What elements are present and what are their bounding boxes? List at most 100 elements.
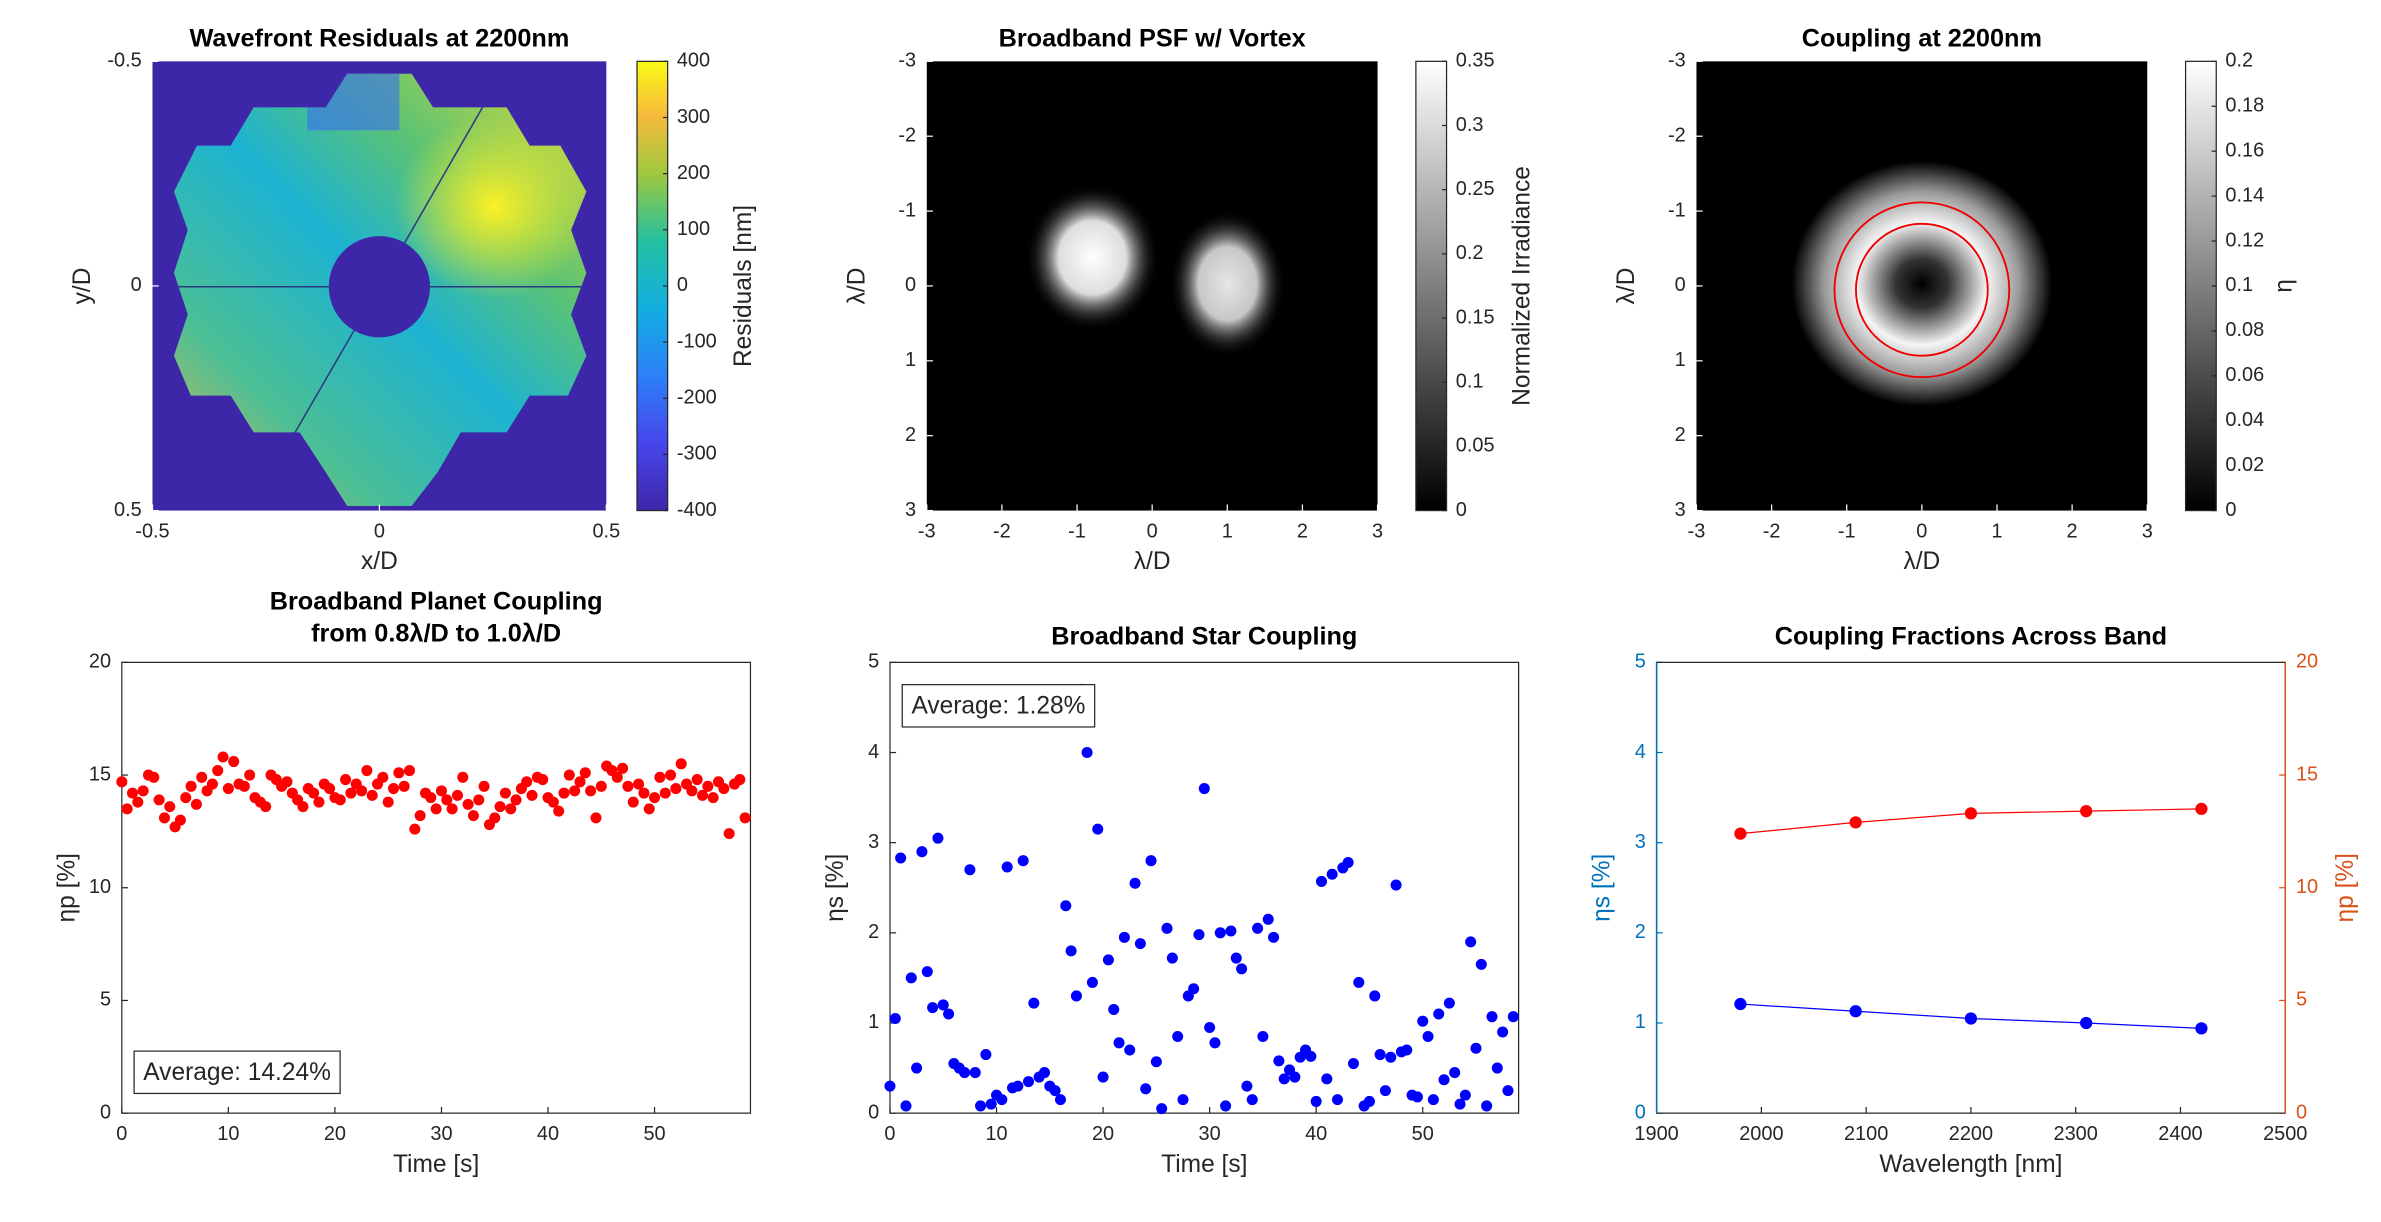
scatter-point [569,785,581,797]
scatter-point [718,783,730,795]
scatter-point [467,810,479,822]
x-tick-label: 40 [537,1123,559,1145]
scatter-point [244,769,256,781]
scatter-point [1401,1044,1413,1056]
axes-frame [889,661,1520,1114]
y-tick-label: 1 [1675,349,1686,371]
x-tick-label: 3 [2142,520,2153,542]
x-tick-label: 2100 [1844,1123,1888,1145]
x-tick-label: 2 [1297,520,1308,542]
series-marker [2080,804,2093,818]
y-axis-label: λ/D [843,268,870,305]
scatter-point [1161,922,1173,934]
y-tick-label: 0 [905,274,916,296]
x-tick-label: 2500 [2263,1123,2307,1145]
scatter-point [585,785,597,797]
series-marker [1849,1005,1862,1018]
scatter-point [430,803,442,815]
scatter-point [739,812,751,824]
scatter-point [1443,997,1455,1009]
scatter-point [1124,1044,1136,1056]
scatter-point [366,789,378,801]
colorbar-tick-label: -200 [677,387,717,409]
scatter-point [884,1080,896,1092]
scatter-point [675,758,687,770]
scatter-point [1070,990,1082,1002]
scatter-point [206,778,218,790]
scatter-point [1246,1094,1258,1106]
scatter-point [579,767,591,779]
x-axis-label: λ/D [1903,548,1940,575]
colorbar-tick-label: 0.05 [1456,435,1495,457]
scatter-point [905,972,917,984]
colorbar-tick-label: 0.06 [2225,364,2264,386]
scatter-point [627,796,639,808]
scatter-point [1321,1073,1333,1085]
scatter-point [1433,1008,1445,1020]
x-axis-label: Time [s] [393,1151,479,1178]
scatter-point [1086,976,1098,988]
scatter-point [1065,945,1077,957]
y2-axis-label: ηp [%] [2332,853,2359,923]
x-tick-label: -0.5 [135,520,169,542]
scatter-point [1054,1094,1066,1106]
y-tick-label: -1 [1668,199,1686,221]
scatter-point [388,783,400,795]
scatter-point [643,803,655,815]
scatter-point [334,794,346,806]
colorbar-tick-label: 0.02 [2225,454,2264,476]
scatter-point [558,787,570,799]
colorbar-tick-label: 200 [677,162,710,184]
scatter-point [1273,1055,1285,1067]
scatter-point [563,769,575,781]
scatter-point [1129,877,1141,889]
colorbar-tick-label: 300 [677,106,710,128]
scatter-point [1379,1085,1391,1097]
x-tick-label: 0 [374,520,385,542]
scatter-point [526,789,538,801]
scatter-point [158,812,170,824]
scatter-point [900,1100,912,1112]
scatter-point [494,801,506,813]
scatter-point [190,798,202,810]
colorbar-tick-label: 0.25 [1456,178,1495,200]
chart-title: Coupling at 2200nm [1802,25,2042,53]
colorbar-label: Residuals [nm] [730,205,757,367]
scatter-point [1257,1030,1269,1043]
x-tick-label: 40 [1305,1123,1327,1145]
scatter-point [425,792,437,804]
y-tick-label: 2 [1675,424,1686,446]
colorbar-tick-label: 0.16 [2225,139,2264,161]
y2-tick-label: 5 [2296,989,2307,1011]
y-tick-label: 0 [1635,1101,1646,1123]
scatter-point [1209,1037,1221,1049]
series-marker [1849,816,1862,829]
scatter-point [638,787,650,799]
y-tick-label: 0 [131,274,142,296]
y-tick-label: 2 [1635,921,1646,943]
scatter-point [1470,1042,1482,1054]
y2-tick-label: 15 [2296,763,2318,785]
x-tick-label: 0 [116,1123,127,1145]
x-axis-label: Wavelength [nm] [1879,1151,2062,1178]
colorbar-tick-label: 0.14 [2225,184,2264,206]
scatter-point [510,794,522,806]
scatter-point [1230,952,1242,964]
y-tick-label: 10 [89,876,111,898]
scatter-point [1022,1076,1035,1088]
scatter-point [1427,1094,1439,1106]
scatter-point [393,767,405,779]
scatter-point [959,1067,971,1079]
scatter-point [707,792,719,804]
colorbar-tick-label: 0.12 [2225,229,2264,251]
scatter-point [1214,927,1226,939]
scatter-point [547,796,559,808]
scatter-point [1060,900,1072,912]
x-tick-label: -1 [1838,520,1856,542]
scatter-point [521,776,533,788]
chart-title: from 0.8λ/D to 1.0λ/D [311,619,561,647]
scatter-point [489,812,501,824]
colorbar-tick-label: 100 [677,218,710,240]
y-tick-label: 1 [1635,1011,1646,1033]
